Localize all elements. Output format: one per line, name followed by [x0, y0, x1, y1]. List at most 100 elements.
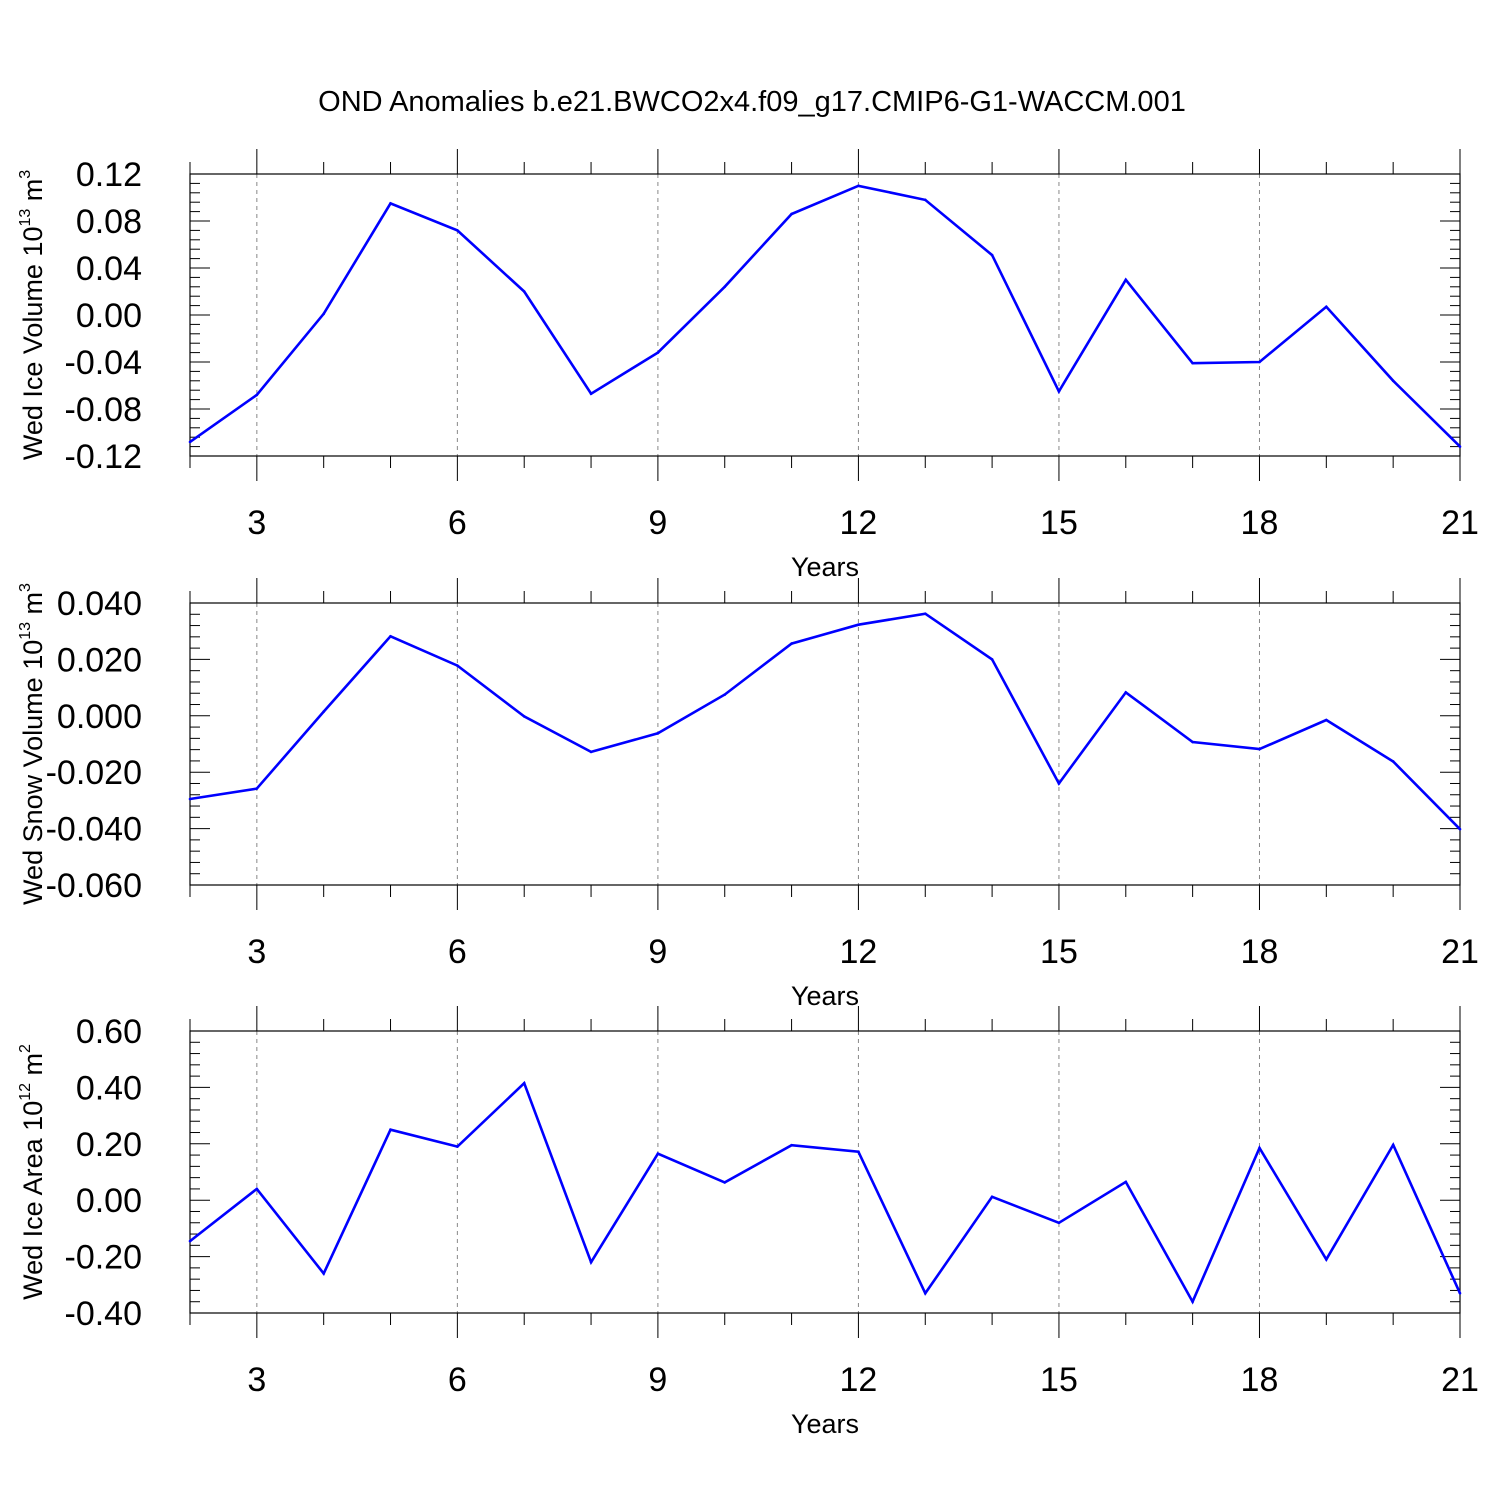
- data-point: [1391, 379, 1395, 383]
- y-tick-label: 0.08: [76, 203, 142, 241]
- data-point: [522, 1081, 526, 1085]
- y-tick-label: 0.40: [76, 1069, 142, 1107]
- data-point: [322, 710, 325, 713]
- figure-title: OND Anomalies b.e21.BWCO2x4.f09_g17.CMIP…: [318, 86, 1186, 118]
- x-axis-label: Years: [791, 981, 859, 1011]
- x-tick-label: 9: [648, 1361, 667, 1399]
- y-tick-label: 0.040: [57, 585, 142, 623]
- series-line: [189, 1080, 1462, 1305]
- y-tick-label: -0.060: [46, 867, 142, 905]
- x-tick-label: 18: [1241, 504, 1279, 542]
- data-point: [322, 1272, 325, 1275]
- y-tick-label: -0.40: [65, 1295, 143, 1333]
- x-tick-label: 21: [1441, 933, 1479, 971]
- y-axis-label-exponent: 3: [17, 170, 34, 179]
- y-axis-label-exponent: 2: [17, 1044, 34, 1053]
- data-point: [188, 797, 192, 801]
- data-point: [1124, 1180, 1128, 1184]
- y-axis-label-exponent: 13: [17, 622, 34, 640]
- data-point: [790, 642, 793, 645]
- data-point: [857, 1150, 860, 1153]
- y-axis-label-text: Wed Ice Area 10: [18, 1101, 48, 1300]
- y-axis-label-exponent: 12: [17, 1083, 34, 1101]
- data-point: [1458, 1291, 1462, 1295]
- y-axis-label-text: m: [18, 179, 48, 209]
- data-point: [1258, 360, 1261, 364]
- x-tick-label: 6: [448, 1361, 467, 1399]
- x-tick-label: 21: [1441, 504, 1479, 542]
- plot-frame: [189, 1030, 1461, 1314]
- series-line: [189, 612, 1461, 831]
- x-tick-label: 9: [648, 933, 667, 971]
- data-point: [188, 440, 192, 444]
- data-point: [990, 253, 994, 257]
- data-point: [923, 612, 927, 616]
- x-tick-label: 3: [247, 1361, 266, 1399]
- y-axis-label: Wed Snow Volume 1013 m3: [17, 583, 48, 905]
- x-axis-label: Years: [791, 552, 859, 582]
- y-tick-label: 0.20: [76, 1126, 142, 1164]
- data-point: [389, 634, 392, 638]
- data-point: [1057, 1221, 1061, 1225]
- chart-panel-1: 3 6 9 12 15 18 21 Years -0.12 -0.08 -0.04 0.00 0.04 0…: [17, 149, 1479, 582]
- x-tick-label: 15: [1040, 1361, 1078, 1399]
- data-point: [522, 715, 526, 718]
- y-axis-label-text: m: [18, 1053, 48, 1083]
- y-axis-label-exponent: 13: [17, 209, 34, 227]
- data-point: [1057, 782, 1061, 785]
- y-axis-label-text: m: [18, 592, 48, 622]
- y-tick-label: 0.60: [76, 1013, 142, 1051]
- x-tick-label: 18: [1241, 1361, 1279, 1399]
- data-point: [790, 1143, 793, 1147]
- data-point: [1325, 305, 1328, 309]
- y-tick-label: -0.08: [65, 391, 143, 429]
- x-tick-label: 6: [448, 933, 467, 971]
- plot-frame: [189, 602, 1461, 886]
- y-tick-label: -0.20: [65, 1239, 143, 1277]
- x-tick-label: 21: [1441, 1361, 1479, 1399]
- y-tick-label: 0.00: [76, 297, 142, 335]
- data-point: [322, 312, 325, 316]
- data-point: [1258, 747, 1261, 751]
- x-tick-label: 18: [1241, 933, 1279, 971]
- y-axis-label: Wed Ice Area 1012 m2: [17, 1044, 48, 1300]
- chart-panel-2: 3 6 9 12 15 18 21 Years -0.060 -0.040 -0.020 0.000 0…: [17, 578, 1479, 1011]
- data-point: [389, 202, 392, 205]
- data-point: [188, 1239, 192, 1243]
- data-point: [522, 290, 526, 293]
- data-point: [790, 212, 793, 216]
- x-tick-label: 9: [648, 504, 667, 542]
- data-point: [723, 285, 727, 289]
- x-tick-label: 6: [448, 504, 467, 542]
- data-point: [456, 229, 459, 232]
- y-tick-label: -0.04: [65, 344, 143, 382]
- data-point: [723, 693, 727, 696]
- plot-frame: [189, 173, 1461, 457]
- y-tick-label: 0.12: [76, 156, 142, 194]
- y-tick-label: -0.12: [65, 438, 143, 476]
- data-point: [255, 393, 259, 397]
- chart-panels: 3 6 9 12 15 18 21 Years -0.12 -0.08 -0.04 0.00 0.040…: [17, 149, 1479, 1439]
- data-point: [656, 731, 660, 735]
- x-tick-label: 15: [1040, 504, 1078, 542]
- data-point: [1258, 1146, 1261, 1150]
- data-point: [1391, 1143, 1395, 1147]
- y-tick-label: -0.040: [46, 811, 142, 849]
- data-point: [1325, 1258, 1328, 1261]
- data-point: [1057, 390, 1061, 393]
- data-point: [1191, 740, 1194, 744]
- data-point: [456, 664, 459, 667]
- data-point: [589, 1260, 593, 1264]
- series-line: [189, 184, 1461, 448]
- y-tick-label: -0.020: [46, 754, 142, 792]
- x-tick-label: 12: [840, 504, 878, 542]
- y-tick-label: 0.020: [57, 641, 142, 679]
- data-point: [1391, 760, 1395, 763]
- y-axis-label: Wed Ice Volume 1013 m3: [17, 170, 48, 460]
- data-point: [990, 1195, 994, 1199]
- x-tick-label: 3: [247, 504, 266, 542]
- data-point: [656, 1152, 660, 1155]
- x-tick-label: 12: [840, 1361, 878, 1399]
- data-point: [589, 750, 593, 754]
